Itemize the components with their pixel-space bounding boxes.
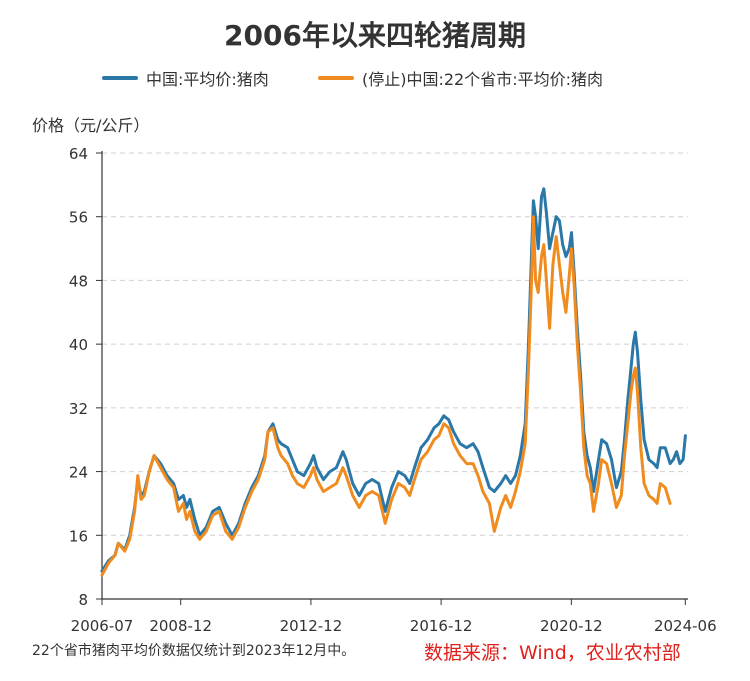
legend-label-national: 中国:平均价:猪肉 bbox=[146, 70, 269, 89]
y-tick-label: 24 bbox=[69, 464, 88, 482]
legend: 中国:平均价:猪肉 (停止)中国:22个省市:平均价:猪肉 bbox=[0, 66, 750, 90]
legend-swatch-22-provinces bbox=[318, 76, 354, 80]
y-tick-label: 40 bbox=[69, 336, 88, 354]
chart-title: 2006年以来四轮猪周期 bbox=[224, 19, 526, 52]
x-tick-label: 2006-07 bbox=[71, 617, 134, 635]
legend-label-22-provinces: (停止)中国:22个省市:平均价:猪肉 bbox=[362, 70, 604, 89]
series-line-22-provinces bbox=[100, 215, 672, 577]
x-tick-label: 2012-12 bbox=[280, 617, 343, 635]
x-tick-label: 2020-12 bbox=[540, 617, 603, 635]
legend-swatch-national bbox=[102, 76, 138, 80]
x-tick-label: 2016-12 bbox=[410, 617, 473, 635]
y-tick-label: 16 bbox=[69, 527, 88, 545]
x-tick-label: 2024-06 bbox=[654, 617, 717, 635]
data-source: 数据来源：Wind，农业农村部 bbox=[424, 642, 681, 664]
legend-item-22-provinces: (停止)中国:22个省市:平均价:猪肉 bbox=[318, 66, 603, 90]
series-line-national bbox=[100, 187, 687, 573]
y-tick-label: 32 bbox=[69, 400, 88, 418]
footnote: 22个省市猪肉平均价数据仅统计到2023年12月中。 bbox=[32, 643, 356, 659]
y-tick-label: 8 bbox=[78, 591, 88, 609]
y-tick-label: 48 bbox=[69, 272, 88, 290]
y-tick-label: 56 bbox=[69, 209, 88, 227]
legend-item-national: 中国:平均价:猪肉 bbox=[102, 66, 269, 90]
x-tick-label: 2008-12 bbox=[149, 617, 212, 635]
y-tick-label: 64 bbox=[69, 145, 88, 163]
y-axis-label: 价格（元/公斤） bbox=[32, 116, 150, 135]
